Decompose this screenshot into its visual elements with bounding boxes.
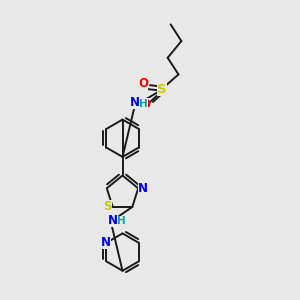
Text: N: N <box>108 214 118 227</box>
Text: S: S <box>103 200 112 213</box>
Text: O: O <box>138 77 148 90</box>
Text: H: H <box>139 99 148 109</box>
Text: H: H <box>117 216 126 226</box>
Text: O: O <box>140 98 150 111</box>
Text: N: N <box>130 96 140 110</box>
Text: S: S <box>157 82 166 96</box>
Text: N: N <box>101 236 111 249</box>
Text: N: N <box>138 182 148 195</box>
